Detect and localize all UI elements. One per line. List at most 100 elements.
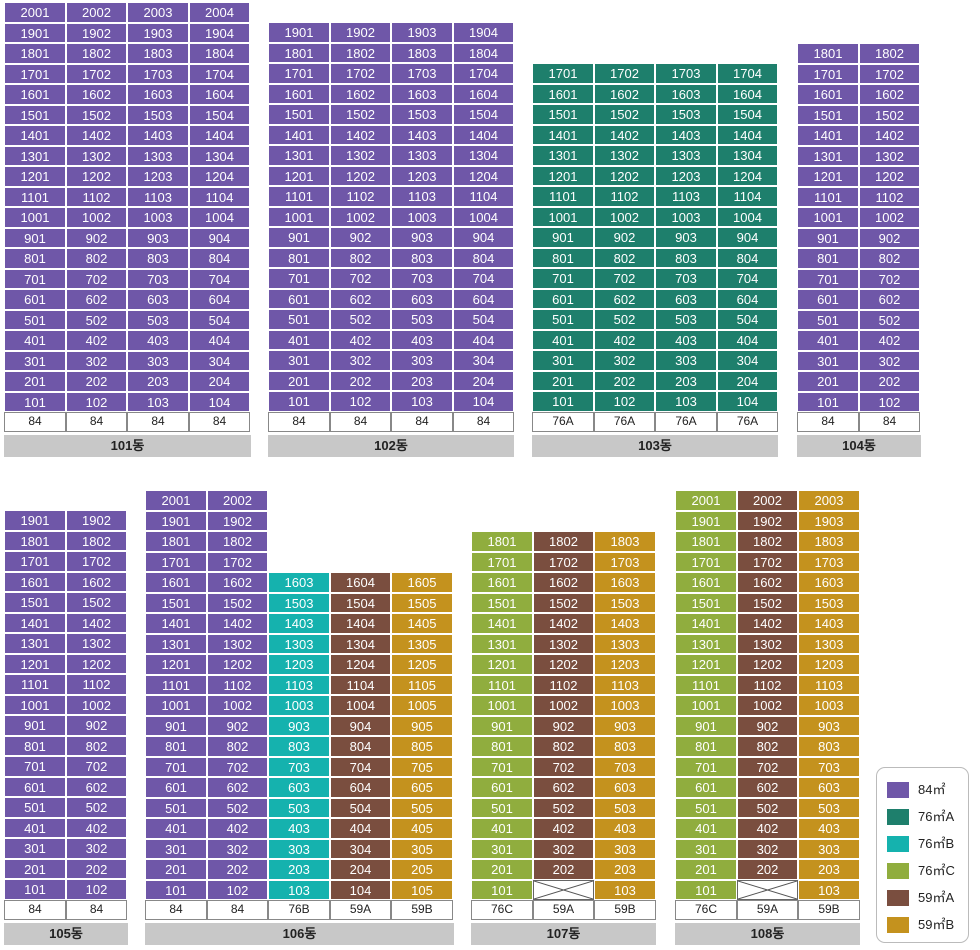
unit-cell: 1101 <box>4 186 66 207</box>
unit-cell: 1103 <box>798 674 860 695</box>
unit-cell: 201 <box>797 370 859 392</box>
unit-cell: 1101 <box>797 186 859 207</box>
unit-cell: 1303 <box>127 145 189 166</box>
unit-cell: 1701 <box>145 551 207 572</box>
unit-cell: 401 <box>532 330 594 350</box>
legend-label: 84㎡ <box>918 782 946 797</box>
legend-swatch <box>887 809 909 825</box>
unit-type-label: 84 <box>145 899 207 920</box>
unit-cell: 1503 <box>268 592 330 613</box>
unit-cell: 1904 <box>189 22 250 43</box>
unit-type-label: 76A <box>655 412 717 432</box>
unit-cell: 903 <box>391 227 453 248</box>
unit-cell: 1902 <box>207 510 268 531</box>
unit-cell: 1101 <box>532 186 594 207</box>
unit-cell: 703 <box>594 756 656 777</box>
unit-cell: 302 <box>859 350 920 371</box>
unit-cell: 1902 <box>330 22 391 43</box>
unit-cell: 201 <box>532 371 594 391</box>
unit-cell: 205 <box>391 858 453 880</box>
unit-cell: 604 <box>189 288 250 310</box>
unit-cell: 1804 <box>189 42 250 64</box>
unit-cell: 604 <box>330 776 391 798</box>
unit-cell: 201 <box>675 858 737 880</box>
unit-cell: 103 <box>391 391 453 412</box>
unit-cell: 505 <box>391 797 453 818</box>
unit-cell: 304 <box>717 350 778 371</box>
unit-type-label: 59A <box>533 899 594 920</box>
unit-cell: 203 <box>127 370 189 392</box>
unit-cell: 501 <box>797 309 859 330</box>
unit-cell: 403 <box>127 329 189 351</box>
unit-cell: 401 <box>145 817 207 839</box>
unit-cell: 903 <box>594 715 656 736</box>
unit-cell: 304 <box>453 350 514 371</box>
unit-cell: 1803 <box>391 43 453 63</box>
unit-cell: 1601 <box>268 84 330 104</box>
unit-cell: 1603 <box>127 83 189 105</box>
unit-cell: 1203 <box>391 166 453 186</box>
unit-cell: 1305 <box>391 633 453 654</box>
unit-cell: 501 <box>532 309 594 330</box>
unit-cell: 1801 <box>4 42 66 64</box>
unit-cell: 1502 <box>533 592 594 613</box>
unit-cell: 1502 <box>66 592 127 613</box>
unit-cell: 902 <box>533 715 594 736</box>
unit-cell: 1502 <box>859 104 920 125</box>
unit-cell: 404 <box>189 329 250 351</box>
unit-cell: 902 <box>594 227 655 248</box>
unit-cell: 1001 <box>532 207 594 227</box>
unit-cell: 1003 <box>391 207 453 227</box>
unit-cell: 904 <box>717 227 778 248</box>
empty-unit-cell <box>533 879 594 900</box>
unit-cell: 1202 <box>533 653 594 675</box>
unit-cell: 404 <box>453 330 514 350</box>
unit-cell: 502 <box>330 309 391 330</box>
unit-cell: 1304 <box>717 145 778 166</box>
unit-cell: 602 <box>207 776 268 798</box>
unit-cell: 1501 <box>145 592 207 613</box>
unit-cell: 703 <box>268 756 330 777</box>
unit-cell: 1702 <box>66 63 127 84</box>
unit-cell: 1501 <box>797 104 859 125</box>
unit-cell: 301 <box>471 838 533 859</box>
unit-cell: 1103 <box>655 186 717 207</box>
unit-cell: 1601 <box>675 571 737 593</box>
unit-cell: 305 <box>391 838 453 859</box>
unit-cell: 804 <box>330 735 391 757</box>
unit-cell: 1902 <box>737 510 798 531</box>
unit-cell: 302 <box>594 350 655 371</box>
unit-cell: 702 <box>66 268 127 289</box>
unit-type-label: 59B <box>798 899 860 920</box>
unit-cell: 1001 <box>268 207 330 227</box>
unit-cell: 1901 <box>145 510 207 531</box>
unit-cell: 202 <box>533 858 594 880</box>
unit-cell: 701 <box>145 756 207 777</box>
unit-cell: 1503 <box>798 592 860 613</box>
unit-cell: 103 <box>594 879 656 900</box>
unit-cell: 1203 <box>655 166 717 186</box>
unit-cell: 1302 <box>533 633 594 654</box>
unit-cell: 105 <box>391 879 453 900</box>
unit-cell: 1202 <box>207 653 268 675</box>
unit-cell: 1502 <box>737 592 798 613</box>
unit-cell: 303 <box>268 838 330 859</box>
unit-cell: 1801 <box>145 530 207 552</box>
unit-cell: 1702 <box>859 63 920 84</box>
unit-cell: 201 <box>471 858 533 880</box>
unit-cell: 705 <box>391 756 453 777</box>
unit-cell: 102 <box>207 879 268 900</box>
unit-cell: 1702 <box>533 551 594 572</box>
legend-label: 76㎡C <box>918 863 955 878</box>
unit-cell: 802 <box>859 247 920 269</box>
unit-cell: 1402 <box>533 612 594 634</box>
unit-cell: 601 <box>145 776 207 798</box>
unit-type-label: 84 <box>66 411 127 432</box>
unit-cell: 104 <box>453 391 514 412</box>
unit-cell: 203 <box>798 858 860 880</box>
unit-cell: 1501 <box>4 104 66 125</box>
unit-cell: 1301 <box>797 145 859 166</box>
unit-cell: 1502 <box>66 104 127 125</box>
unit-cell: 101 <box>471 879 533 900</box>
unit-cell: 701 <box>4 268 66 289</box>
